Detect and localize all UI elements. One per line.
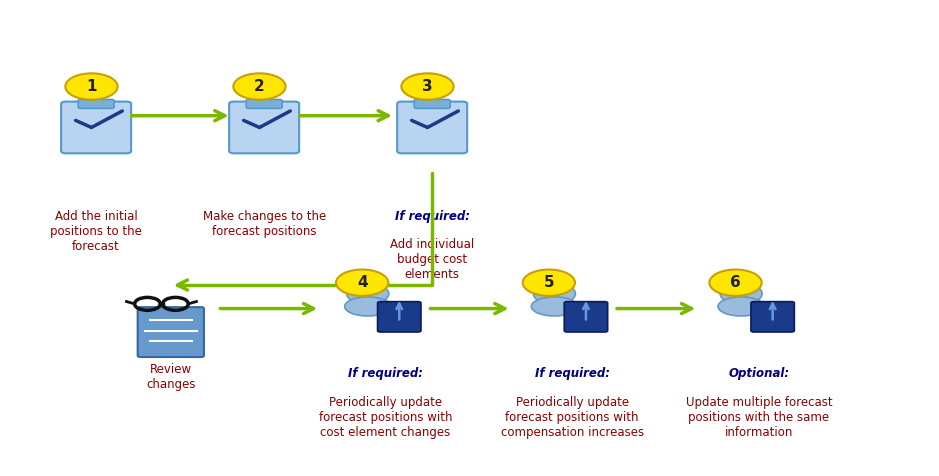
Ellipse shape	[531, 297, 577, 316]
Text: If required:: If required:	[394, 210, 470, 223]
Circle shape	[401, 73, 454, 99]
Text: 1: 1	[86, 79, 97, 94]
Text: Periodically update
forecast positions with
compensation increases: Periodically update forecast positions w…	[500, 396, 644, 438]
FancyBboxPatch shape	[246, 99, 282, 109]
Circle shape	[709, 269, 762, 296]
Text: Add the initial
positions to the
forecast: Add the initial positions to the forecas…	[50, 210, 142, 253]
Text: 3: 3	[423, 79, 433, 94]
Ellipse shape	[718, 297, 764, 316]
Circle shape	[66, 73, 117, 99]
Text: Make changes to the
forecast positions: Make changes to the forecast positions	[203, 210, 326, 238]
Text: 6: 6	[731, 275, 741, 290]
Text: Review
changes: Review changes	[146, 363, 195, 391]
Circle shape	[336, 269, 389, 296]
Text: Periodically update
forecast positions with
cost element changes: Periodically update forecast positions w…	[318, 396, 453, 438]
Circle shape	[346, 283, 389, 304]
Circle shape	[533, 283, 576, 304]
FancyBboxPatch shape	[138, 307, 204, 357]
Text: Optional:: Optional:	[729, 367, 790, 380]
Text: 2: 2	[254, 79, 265, 94]
FancyBboxPatch shape	[397, 101, 468, 153]
Circle shape	[233, 73, 285, 99]
FancyBboxPatch shape	[377, 302, 421, 332]
Text: Add individual
budget cost
elements: Add individual budget cost elements	[390, 238, 474, 281]
FancyBboxPatch shape	[229, 101, 300, 153]
Text: If required:: If required:	[348, 367, 423, 380]
Text: If required:: If required:	[534, 367, 609, 380]
Text: 5: 5	[544, 275, 554, 290]
FancyBboxPatch shape	[751, 302, 794, 332]
Circle shape	[523, 269, 575, 296]
FancyBboxPatch shape	[414, 99, 450, 109]
Text: 4: 4	[357, 275, 367, 290]
Ellipse shape	[345, 297, 391, 316]
FancyBboxPatch shape	[564, 302, 608, 332]
FancyBboxPatch shape	[78, 99, 115, 109]
Text: Update multiple forecast
positions with the same
information: Update multiple forecast positions with …	[685, 396, 832, 438]
FancyBboxPatch shape	[61, 101, 131, 153]
Circle shape	[720, 283, 762, 304]
